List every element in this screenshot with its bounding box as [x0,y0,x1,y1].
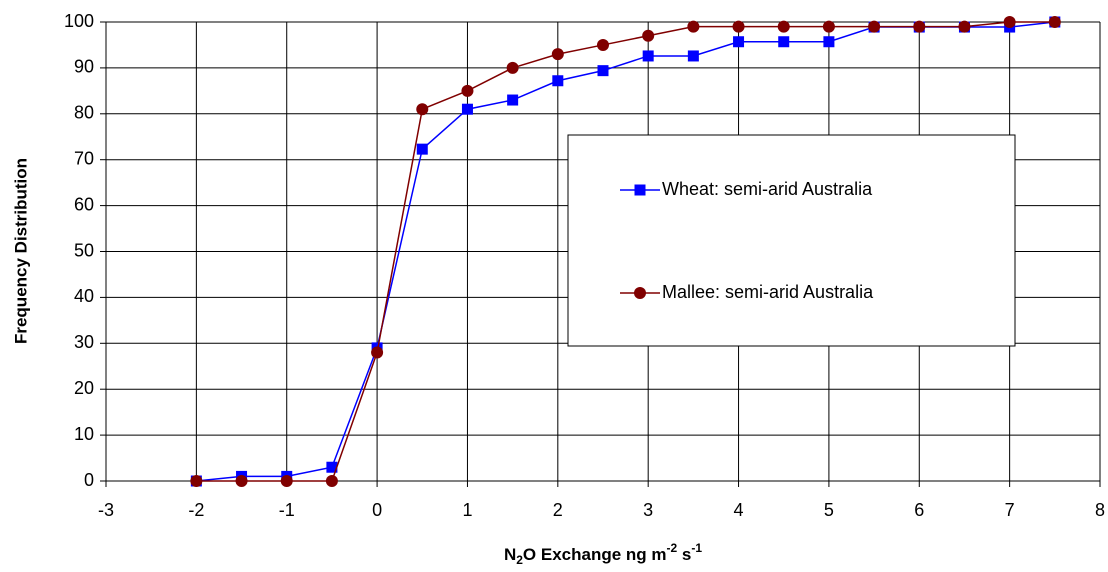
x-tick-label: -3 [98,500,114,520]
y-tick-label: 60 [74,194,94,214]
marker [597,65,609,77]
marker [461,84,474,97]
legend-label: Wheat: semi-arid Australia [662,179,873,199]
marker [461,103,473,115]
y-tick-label: 10 [74,424,94,444]
marker [732,20,745,33]
marker [506,61,519,74]
x-title-sup: -1 [691,541,702,555]
marker [552,75,564,87]
marker [597,38,609,51]
y-tick-label: 20 [74,378,94,398]
marker [634,287,646,299]
y-tick-label: 70 [74,148,94,168]
marker [822,20,835,33]
marker [326,461,338,473]
marker [551,48,564,61]
y-tick-label: 50 [74,240,94,260]
y-tick-label: 100 [64,11,94,31]
marker [371,346,384,359]
x-title-part: O Exchange ng m [523,545,667,564]
marker [687,20,700,33]
x-title-part: s [677,545,691,564]
x-tick-label: 7 [1005,500,1015,520]
x-title-part: N [504,545,516,564]
y-tick-label: 80 [74,103,94,123]
x-tick-label: 8 [1095,500,1105,520]
x-tick-label: -1 [279,500,295,520]
marker [416,143,428,155]
x-tick-label: 5 [824,500,834,520]
marker [868,20,881,33]
marker [778,36,790,48]
x-title-sup: -2 [667,541,678,555]
marker [823,36,835,48]
x-tick-label: 3 [643,500,653,520]
y-axis-title: Frequency Distribution [11,158,30,344]
x-tick-label: -2 [188,500,204,520]
y-tick-label: 30 [74,332,94,352]
legend-label: Mallee: semi-arid Australia [662,282,874,302]
x-tick-label: 4 [734,500,744,520]
marker [416,103,429,116]
marker [325,475,338,487]
marker [642,29,655,42]
marker [777,20,790,33]
marker [190,475,203,487]
x-tick-label: 2 [553,500,563,520]
legend-box [567,134,1016,347]
marker [1003,16,1016,28]
x-title-sub: 2 [516,553,523,567]
marker [634,184,646,196]
x-tick-label: 0 [372,500,382,520]
marker [280,475,293,487]
marker [958,20,971,33]
marker [687,50,699,62]
series-line [196,21,1055,482]
y-tick-label: 40 [74,286,94,306]
marker [913,20,926,33]
marker [235,475,248,487]
marker [507,94,519,106]
x-tick-label: 6 [914,500,924,520]
marker [733,36,745,48]
marker [642,50,654,62]
marker [1048,16,1061,28]
y-tick-label: 90 [74,57,94,77]
y-tick-label: 0 [84,470,94,490]
x-tick-label: 1 [462,500,472,520]
x-axis-title: N2O Exchange ng m-2 s-1 [504,541,702,567]
